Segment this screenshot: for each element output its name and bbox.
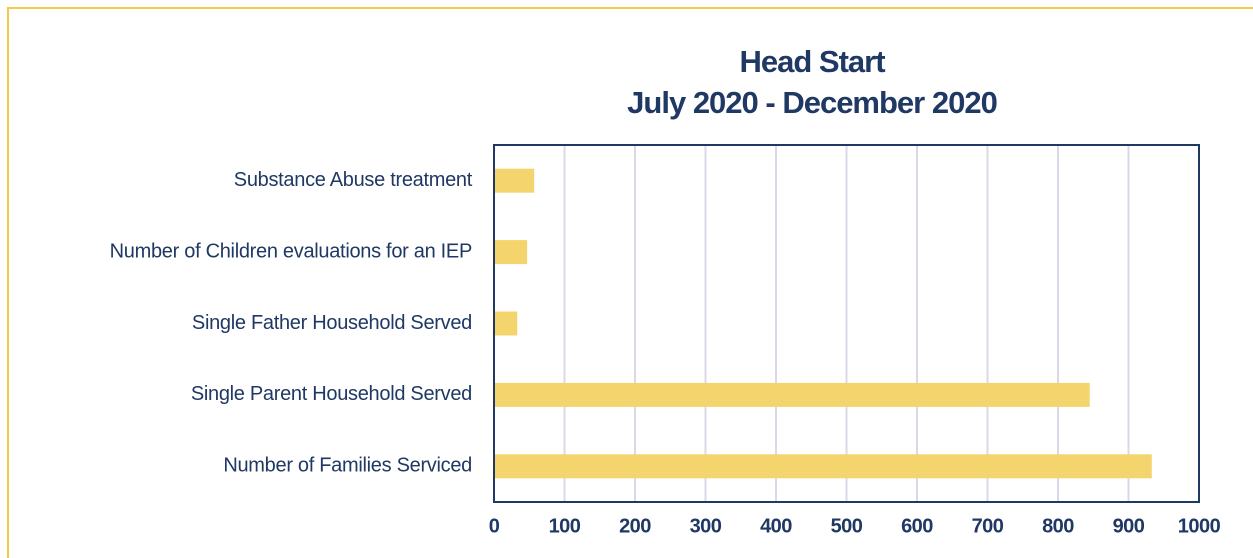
x-tick-label: 400 [760, 515, 792, 537]
x-tick-label: 600 [901, 515, 933, 537]
chart-title: Head Start [739, 44, 885, 79]
x-tick-label: 1000 [1178, 515, 1221, 537]
x-tick-label: 700 [972, 515, 1004, 537]
y-tick-label: Number of Families Serviced [223, 455, 472, 477]
x-tick-label: 500 [831, 515, 863, 537]
plot-border [493, 144, 1200, 503]
bar [494, 240, 528, 265]
y-tick-label: Substance Abuse treatment [234, 169, 473, 191]
x-tick-label: 900 [1113, 515, 1145, 537]
bar [494, 311, 518, 336]
x-tick-label: 0 [489, 515, 500, 537]
x-tick-label: 800 [1042, 515, 1074, 537]
bar [494, 168, 535, 193]
y-tick-label: Single Father Household Served [192, 312, 472, 334]
bar [494, 454, 1152, 479]
frame [7, 7, 1253, 558]
y-tick-label: Single Parent Household Served [191, 383, 472, 405]
x-tick-label: 100 [549, 515, 581, 537]
x-tick-label: 200 [619, 515, 651, 537]
chart-subtitle: July 2020 - December 2020 [627, 85, 997, 120]
bar [494, 382, 1090, 407]
x-tick-label: 300 [690, 515, 722, 537]
y-tick-label: Number of Children evaluations for an IE… [110, 240, 472, 262]
